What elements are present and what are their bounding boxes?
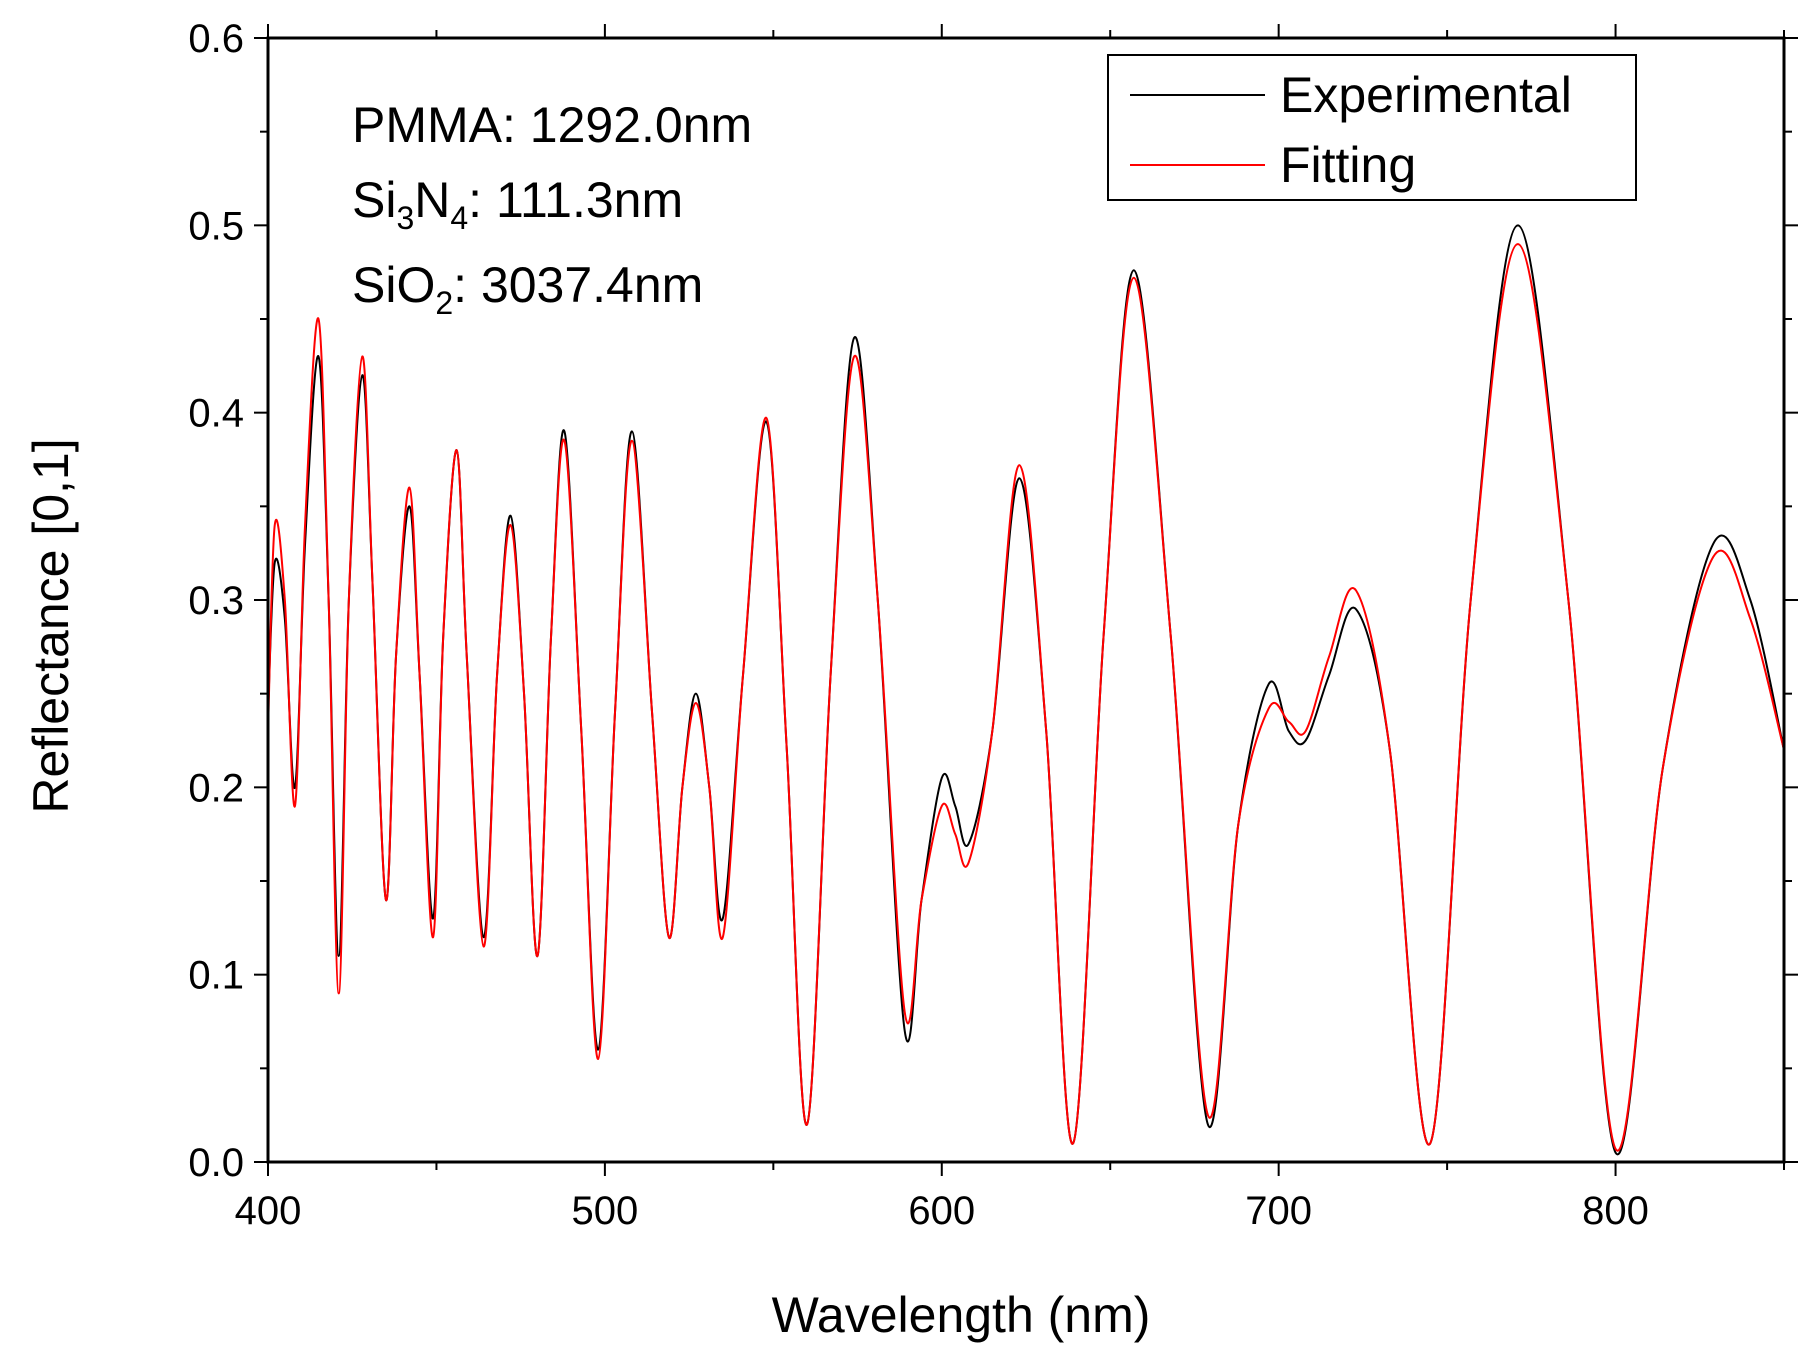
x-tick-label: 500: [572, 1189, 639, 1233]
x-tick-label: 400: [235, 1189, 302, 1233]
x-tick-label: 600: [908, 1189, 975, 1233]
plot-frame: [266, 36, 1786, 1164]
ticks-layer: 400 500 600 700 800 0.0 0.1 0.2 0.3 0.4 0.5 0.6: [188, 17, 1798, 1233]
series-layer: [267, 224, 1785, 1156]
y-tick-label: 0.2: [188, 766, 244, 810]
y-tick-label: 0.5: [188, 204, 244, 248]
annotation-sio2: SiO2: 3037.4nm: [352, 257, 703, 321]
x-axis-title: Wavelength (nm): [772, 1287, 1151, 1343]
y-tick-label: 0.3: [188, 579, 244, 623]
legend-box: [1107, 54, 1637, 201]
annotation-si3n4-sub2: 4: [450, 200, 468, 236]
y-tick-label: 0.1: [188, 954, 244, 998]
annotation-si3n4-base: Si: [352, 172, 396, 228]
annotation-pmma-value: : 1292.0nm: [502, 97, 752, 153]
legend-label-experimental: Experimental: [1280, 67, 1572, 123]
y-axis-title: Reflectance [0,1]: [23, 438, 79, 813]
annotation-si3n4-mid: N: [414, 172, 450, 228]
annotation-si3n4: Si3N4: 111.3nm: [352, 172, 683, 236]
annotation-pmma: PMMA: 1292.0nm: [352, 97, 752, 153]
legend-label-fitting: Fitting: [1280, 137, 1416, 193]
annotation-pmma-base: PMMA: [352, 97, 503, 153]
annotation-sio2-sub1: 2: [435, 285, 453, 321]
series-line-fitting: [267, 243, 1785, 1152]
annotation-sio2-value: : 3037.4nm: [453, 257, 703, 313]
y-tick-label: 0.4: [188, 392, 244, 436]
y-tick-label: 0.6: [188, 17, 244, 61]
annotation-block: PMMA: 1292.0nm Si3N4: 111.3nm SiO2: 3037…: [352, 97, 752, 321]
annotation-sio2-base: SiO: [352, 257, 435, 313]
legend: Experimental Fitting: [1107, 54, 1637, 201]
x-tick-label: 700: [1245, 1189, 1312, 1233]
y-tick-label: 0.0: [188, 1141, 244, 1185]
x-tick-label: 800: [1582, 1189, 1649, 1233]
annotation-si3n4-value: : 111.3nm: [468, 172, 683, 228]
annotation-si3n4-sub1: 3: [396, 200, 414, 236]
